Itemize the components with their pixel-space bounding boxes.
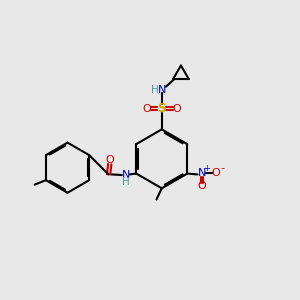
- Text: H: H: [152, 85, 159, 94]
- Text: O: O: [173, 104, 182, 114]
- Text: H: H: [122, 176, 130, 187]
- Text: N: N: [198, 168, 206, 178]
- Text: N: N: [122, 170, 130, 180]
- Text: O: O: [198, 181, 206, 191]
- Text: O: O: [105, 155, 114, 165]
- Text: N: N: [158, 85, 166, 94]
- Text: +: +: [204, 164, 210, 173]
- Text: O: O: [212, 168, 220, 178]
- Text: O: O: [142, 104, 151, 114]
- Text: -: -: [220, 164, 224, 173]
- Text: S: S: [157, 102, 166, 115]
